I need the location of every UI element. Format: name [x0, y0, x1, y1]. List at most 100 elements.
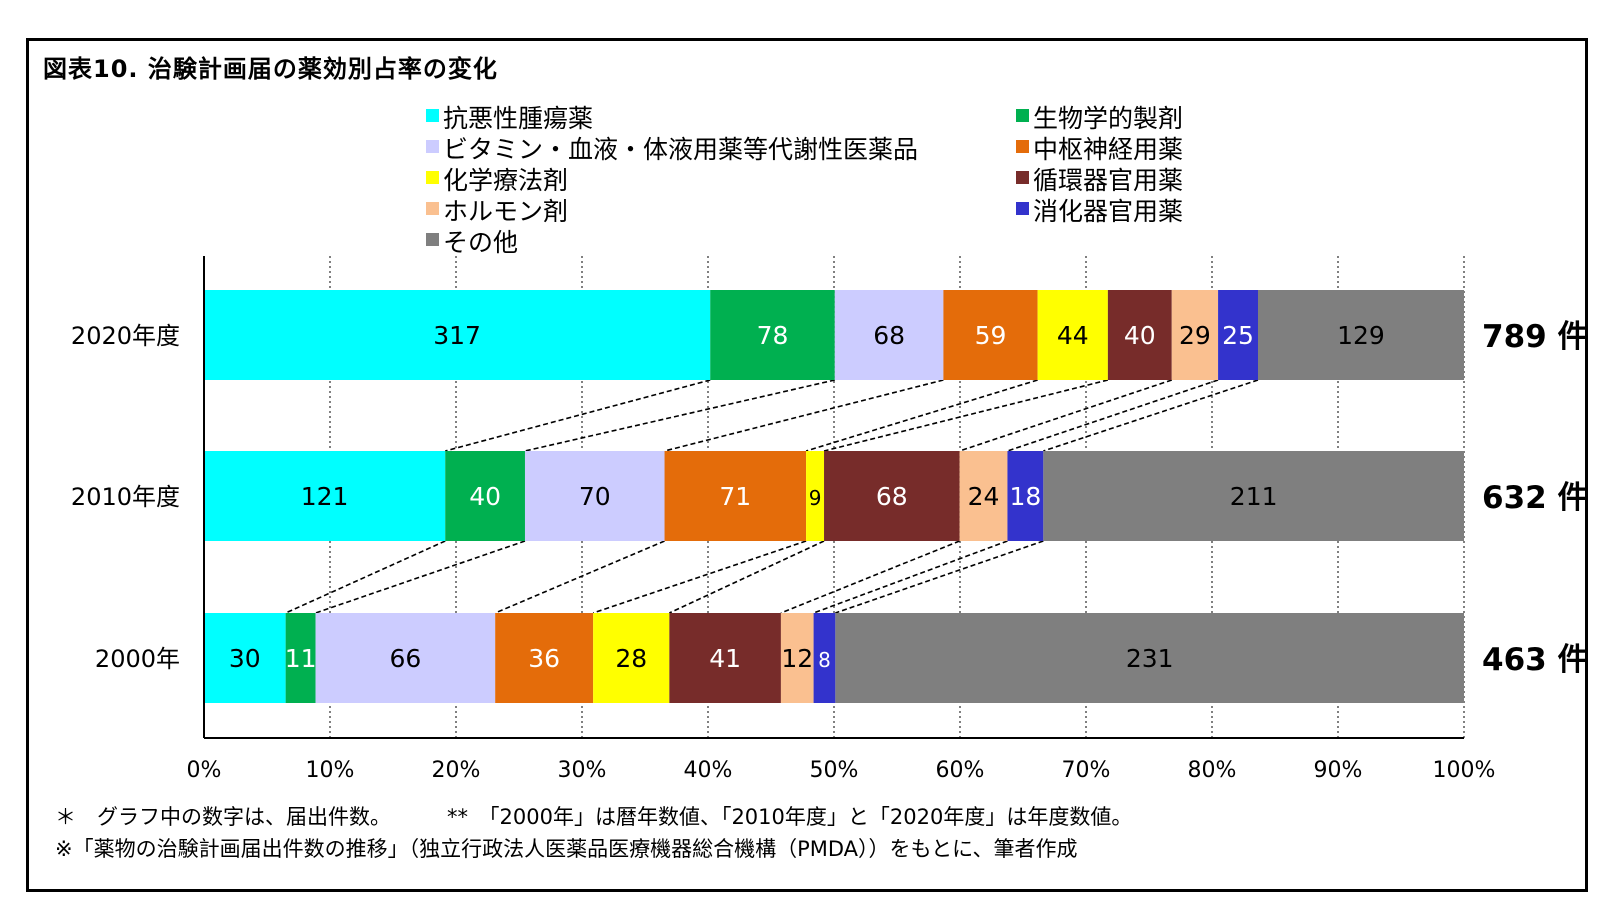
data-label: 30: [229, 644, 261, 673]
bar-segment: [959, 451, 1008, 541]
bar-segment: [1171, 290, 1219, 380]
data-label: 121: [301, 482, 349, 511]
bar-segment: [593, 613, 670, 703]
data-label: 129: [1337, 321, 1385, 350]
connector-line: [669, 540, 825, 614]
data-label: 211: [1230, 482, 1278, 511]
bar-segment: [813, 613, 836, 703]
x-tick-label: 30%: [558, 758, 607, 783]
connector-line: [445, 379, 711, 452]
connector-line: [494, 540, 665, 614]
bar-segment: [204, 451, 446, 541]
bar-segment: [943, 290, 1038, 380]
x-tick-label: 70%: [1062, 758, 1111, 783]
legend-swatch: [426, 171, 439, 184]
data-label: 231: [1126, 644, 1174, 673]
data-label: 78: [757, 321, 789, 350]
legend-label: 循環器官用薬: [1033, 166, 1183, 195]
bar-segment: [1043, 451, 1464, 541]
data-label: 9: [809, 486, 822, 510]
total-label: 463 件: [1482, 642, 1589, 678]
data-label: 8: [818, 648, 831, 672]
legend-label: 中枢神経用薬: [1033, 135, 1183, 164]
data-label: 24: [968, 482, 1000, 511]
data-label: 59: [975, 321, 1007, 350]
footnote-1: ＊ グラフ中の数字は、届出件数。 ** 「2000年」は暦年数値、「2010年度」…: [55, 801, 1132, 831]
connector-line: [813, 540, 1008, 614]
footnote-1a: ＊ グラフ中の数字は、届出件数。: [55, 805, 391, 829]
chart-title: 図表10. 治験計画届の薬効別占率の変化: [43, 55, 498, 83]
data-label: 66: [389, 644, 421, 673]
total-label: 789 件: [1482, 319, 1589, 355]
x-tick-label: 40%: [684, 758, 733, 783]
connector-line: [835, 540, 1044, 614]
bar-segment: [495, 613, 594, 703]
bar-segment: [806, 451, 825, 541]
connector-line: [664, 379, 944, 452]
bar-segment: [204, 290, 711, 380]
connector-line: [959, 379, 1173, 452]
bar-segment: [835, 613, 1464, 703]
data-label: 71: [719, 482, 751, 511]
legend-label: ホルモン剤: [443, 197, 568, 226]
x-tick-label: 20%: [432, 758, 481, 783]
connector-line: [1043, 379, 1259, 452]
legend-label: 化学療法剤: [443, 166, 568, 195]
x-tick-label: 0%: [187, 758, 222, 783]
connector-line: [1007, 379, 1219, 452]
bar-segment: [1218, 290, 1258, 380]
connector-line: [823, 379, 1109, 452]
data-label: 25: [1222, 321, 1254, 350]
data-label: 12: [781, 644, 813, 673]
category-label: 2000年: [95, 645, 180, 673]
bar-segment: [524, 451, 665, 541]
connector-line: [592, 540, 807, 614]
bar-segment: [834, 290, 944, 380]
legend-swatch: [1016, 202, 1029, 215]
legend-label: ビタミン・血液・体液用薬等代謝性医薬品: [443, 135, 918, 164]
legend-swatch: [1016, 109, 1029, 122]
bar-segment: [204, 613, 286, 703]
data-label: 68: [876, 482, 908, 511]
connector-line: [524, 379, 835, 452]
category-label: 2020年度: [71, 322, 180, 350]
data-label: 41: [709, 644, 741, 673]
bar-segment: [664, 451, 807, 541]
legend-swatch: [426, 202, 439, 215]
bar-segment: [710, 290, 835, 380]
data-label: 29: [1179, 321, 1211, 350]
x-tick-label: 60%: [936, 758, 985, 783]
total-label: 632 件: [1482, 480, 1589, 516]
connector-line: [780, 540, 960, 614]
data-label: 68: [873, 321, 905, 350]
data-label: 11: [285, 644, 317, 673]
bar-segment: [285, 613, 316, 703]
x-tick-label: 10%: [306, 758, 355, 783]
bar-segment: [669, 613, 781, 703]
data-label: 36: [528, 644, 560, 673]
x-tick-label: 100%: [1433, 758, 1496, 783]
legend-label: 生物学的製剤: [1033, 104, 1183, 133]
bar-segment: [1257, 290, 1464, 380]
bar-segment: [315, 613, 496, 703]
bar-segment: [824, 451, 960, 541]
legend-swatch: [426, 140, 439, 153]
footnote-2: ※「薬物の治験計画届出件数の推移」（独立行政法人医薬品医療機器総合機構（PMDA…: [55, 837, 1078, 861]
legend-label: 抗悪性腫瘍薬: [443, 104, 593, 133]
data-label: 70: [579, 482, 611, 511]
data-label: 44: [1057, 321, 1089, 350]
data-label: 317: [433, 321, 481, 350]
bar-segment: [780, 613, 814, 703]
legend-swatch: [426, 233, 439, 246]
bar-segment: [445, 451, 525, 541]
legend-label: その他: [443, 228, 518, 257]
footnote-1b: ** 「2000年」は暦年数値、「2010年度」と「2020年度」は年度数値。: [447, 805, 1133, 829]
legend-label: 消化器官用薬: [1033, 197, 1183, 226]
x-tick-label: 80%: [1188, 758, 1237, 783]
connector-line: [805, 379, 1038, 452]
bar-segment: [1007, 451, 1044, 541]
category-label: 2010年度: [71, 483, 180, 511]
x-tick-label: 50%: [810, 758, 859, 783]
connector-line: [285, 540, 446, 614]
